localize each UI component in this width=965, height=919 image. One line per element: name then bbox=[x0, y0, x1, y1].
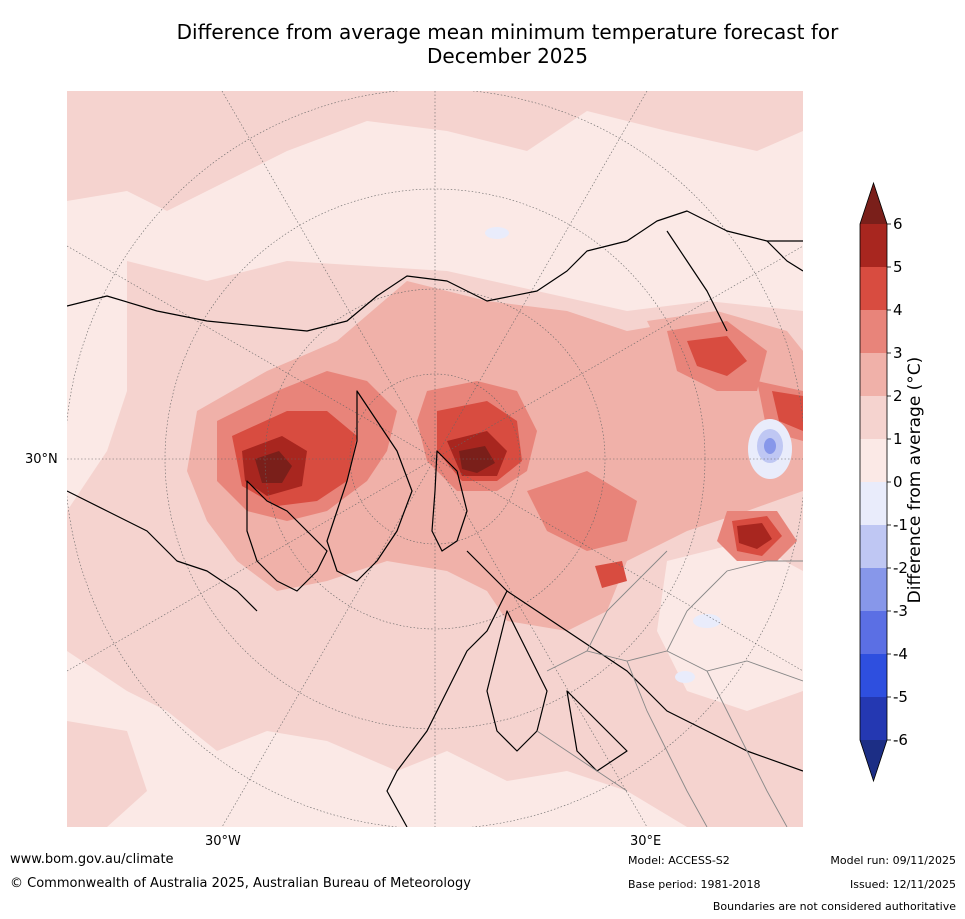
country-borders bbox=[536, 550, 803, 827]
latitude-label-30n: 30°N bbox=[25, 452, 58, 467]
colorbar-band-bm3_m2 bbox=[860, 568, 887, 611]
colorbar-band-b0_1 bbox=[860, 439, 887, 482]
forecast-map bbox=[67, 91, 803, 827]
disclaimer-text: Boundaries are not considered authoritat… bbox=[712, 900, 956, 913]
issued-text: Issued: 12/11/2025 bbox=[849, 878, 956, 891]
colorbar-band-bm6_m5 bbox=[860, 697, 887, 740]
copyright-text: © Commonwealth of Australia 2025, Austra… bbox=[10, 876, 471, 891]
colorbar-title: Difference from average (°C) bbox=[905, 356, 925, 604]
anomaly-band-0-1-patch bbox=[67, 261, 803, 827]
anomaly-band-negative bbox=[485, 227, 792, 683]
model-run-text: Model run: 09/11/2025 bbox=[830, 854, 956, 867]
colorbar-band-b2_3 bbox=[860, 353, 887, 396]
colorbar-tick-label: 6 bbox=[893, 215, 903, 233]
colorbar-tick-label: -2 bbox=[893, 559, 908, 577]
colorbar-ticks: 6 5 4 3 2 1 0 -1 -2 -3 -4 -5 -6 bbox=[887, 215, 908, 749]
graticule bbox=[67, 91, 803, 827]
colorbar-tick-label: 0 bbox=[893, 473, 903, 491]
colorbar-tick-label: -5 bbox=[893, 688, 908, 706]
colorbar-over-arrow bbox=[860, 183, 887, 224]
colorbar-band-bm1_0 bbox=[860, 482, 887, 525]
base-period-text: Base period: 1981-2018 bbox=[628, 878, 761, 891]
colorbar-band-bm5_m4 bbox=[860, 654, 887, 697]
colorbar-tick-label: 5 bbox=[893, 258, 903, 276]
colorbar-tick-label: 2 bbox=[893, 387, 903, 405]
colorbar-tick-label: -6 bbox=[893, 731, 908, 749]
colorbar-band-b1_2 bbox=[860, 396, 887, 439]
longitude-label-30e: 30°E bbox=[630, 834, 662, 849]
colorbar-band-b5_6 bbox=[860, 224, 887, 267]
website-link[interactable]: www.bom.gov.au/climate bbox=[10, 852, 174, 867]
title-line-2: December 2025 bbox=[427, 44, 588, 68]
colorbar-band-bm4_m3 bbox=[860, 611, 887, 654]
map-title: Difference from average mean minimum tem… bbox=[60, 20, 955, 68]
colorbar-band-bm2_m1 bbox=[860, 525, 887, 568]
colorbar-tick-label: -1 bbox=[893, 516, 908, 534]
map-canvas bbox=[67, 91, 803, 827]
coastlines bbox=[67, 210, 803, 827]
colorbar-tick-label: 1 bbox=[893, 430, 903, 448]
colorbar: 6 5 4 3 2 1 0 -1 -2 -3 -4 -5 -6 bbox=[859, 181, 908, 783]
colorbar-band-b3_4 bbox=[860, 310, 887, 353]
colorbar-bands bbox=[859, 181, 888, 783]
colorbar-under-arrow bbox=[860, 740, 887, 781]
model-text: Model: ACCESS-S2 bbox=[628, 854, 730, 867]
colorbar-band-b4_5 bbox=[860, 267, 887, 310]
colorbar-tick-label: -3 bbox=[893, 602, 908, 620]
colorbar-tick-label: -4 bbox=[893, 645, 908, 663]
colorbar-tick-label: 4 bbox=[893, 301, 903, 319]
longitude-label-30w: 30°W bbox=[205, 834, 241, 849]
title-line-1: Difference from average mean minimum tem… bbox=[176, 20, 839, 44]
colorbar-tick-label: 3 bbox=[893, 344, 903, 362]
